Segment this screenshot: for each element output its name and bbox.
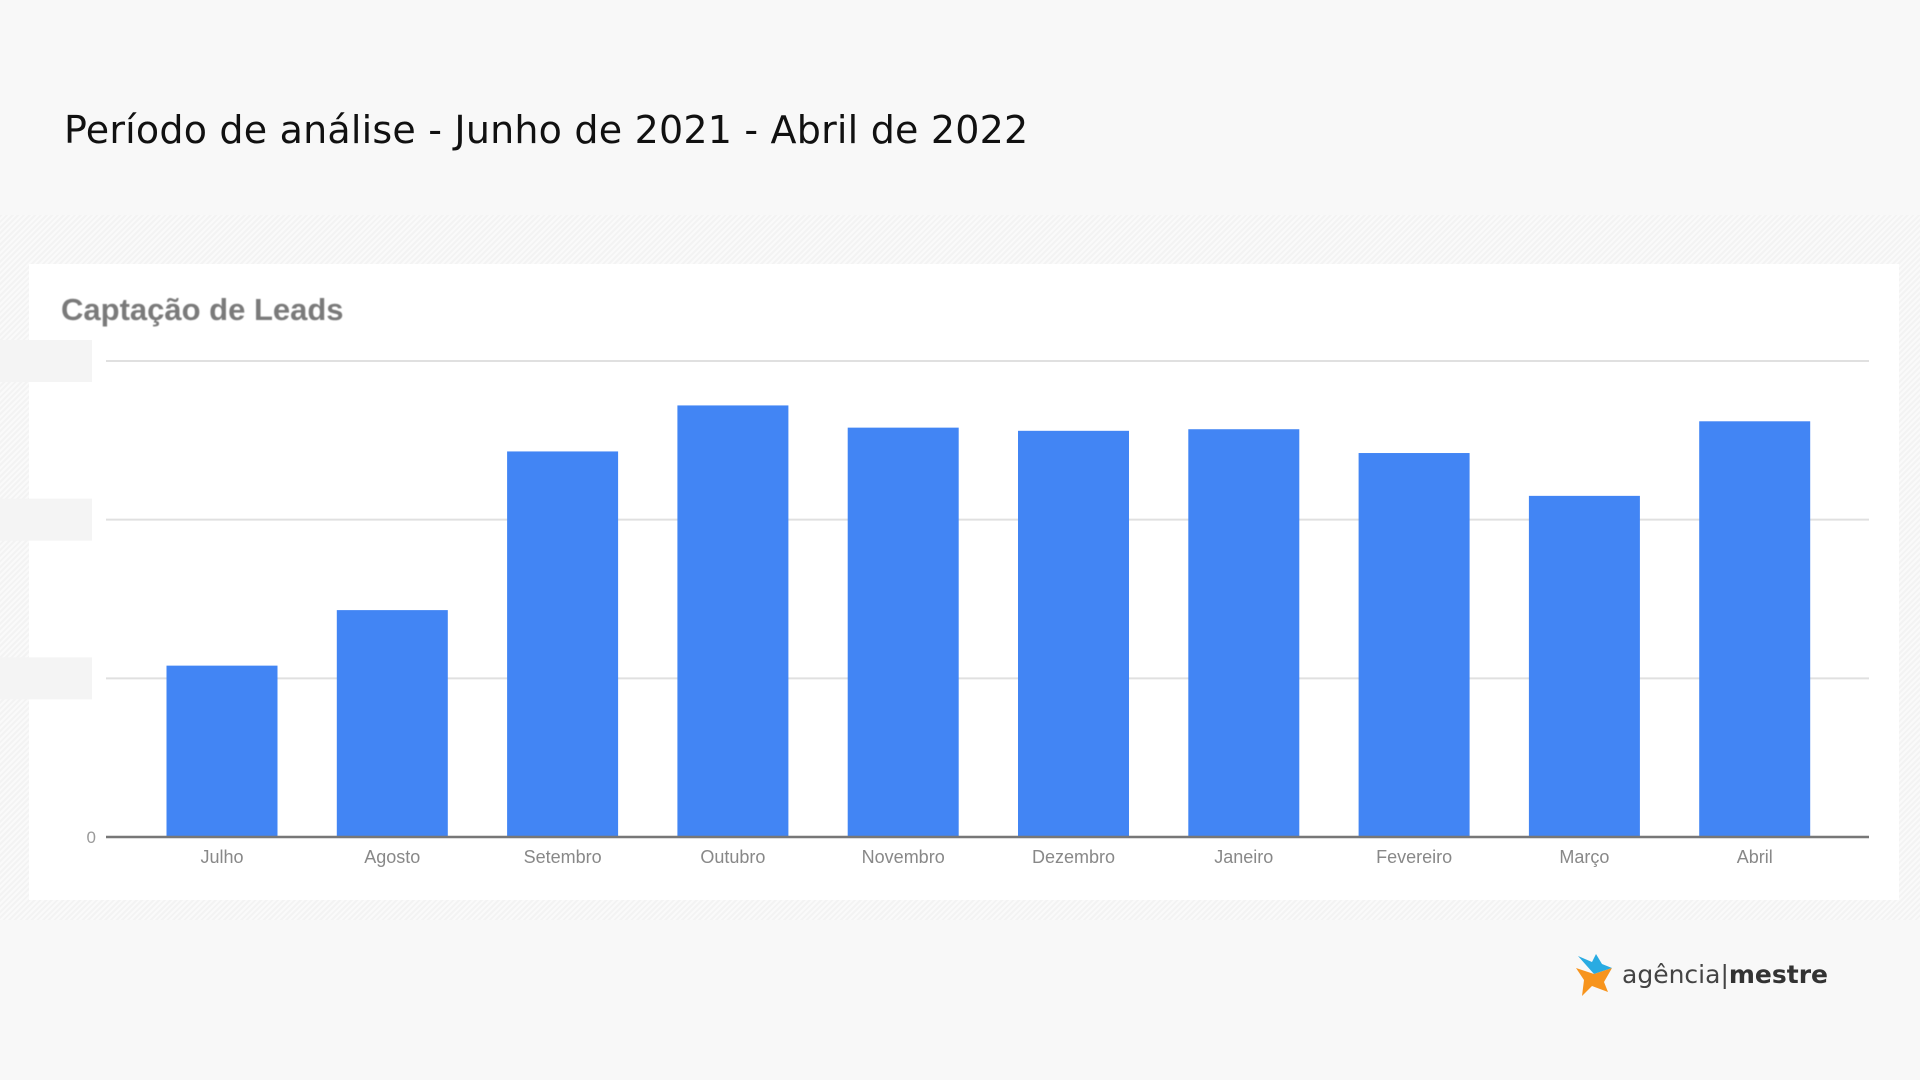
logo-separator: | (1720, 959, 1729, 989)
y-label-mask (0, 498, 92, 541)
logo-word-mestre: mestre (1728, 959, 1828, 989)
bar-setembro (507, 451, 619, 837)
x-tick-label: Fevereiro (1376, 847, 1452, 867)
x-tick-label: Janeiro (1214, 847, 1273, 867)
bar-julho (166, 665, 278, 837)
x-tick-label: Abril (1737, 847, 1773, 867)
page-title: Período de análise - Junho de 2021 - Abr… (64, 108, 1029, 152)
y-label-mask (0, 340, 92, 382)
y-label-mask (0, 657, 92, 700)
bar-janeiro (1188, 429, 1300, 837)
bar-fevereiro (1358, 453, 1470, 837)
bar-novembro (847, 427, 959, 837)
x-tick-label: Novembro (862, 847, 945, 867)
bar-outubro (677, 405, 789, 837)
x-tick-label: Dezembro (1032, 847, 1115, 867)
x-tick-label: Outubro (700, 847, 765, 867)
bar-agosto (336, 610, 448, 837)
bar-março (1528, 495, 1640, 837)
x-tick-label: Agosto (364, 847, 420, 867)
bar-abril (1699, 421, 1811, 837)
agencia-mestre-logo: agência|mestre (1574, 952, 1828, 996)
x-tick-label: Setembro (524, 847, 602, 867)
chart-title: Captação de Leads (61, 292, 344, 327)
y-tick-label: 0 (87, 828, 96, 847)
x-tick-label: Março (1559, 847, 1609, 867)
logo-mark-icon (1576, 954, 1612, 996)
x-tick-label: Julho (200, 847, 243, 867)
bar-dezembro (1018, 430, 1129, 837)
logo-word-agencia: agência (1622, 959, 1721, 989)
